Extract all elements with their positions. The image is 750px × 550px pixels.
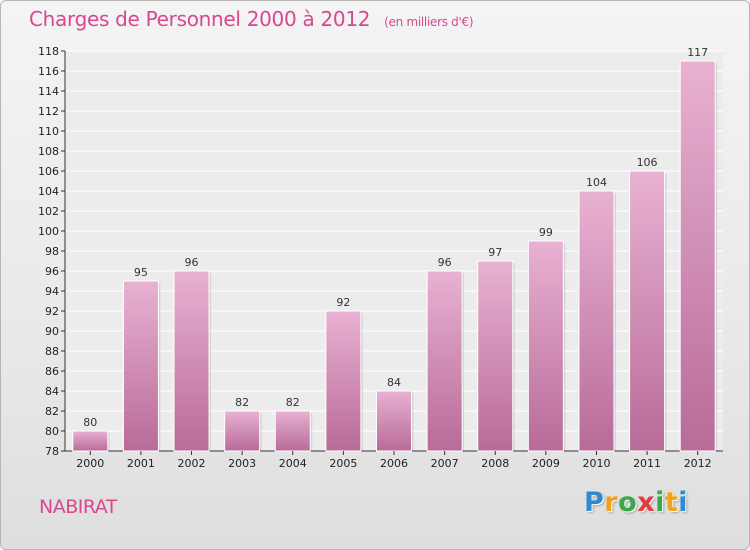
bar-2011 [629,170,666,452]
place-name: NABIRAT [39,496,117,518]
data-label: 106 [637,156,658,169]
data-label: 96 [185,256,199,269]
proxiti-logo: Proxiti [584,487,688,518]
y-tick-label: 114 [38,85,59,98]
y-tick-label: 94 [45,285,59,298]
x-tick-label: 2010 [582,457,610,470]
y-tick-label: 90 [45,325,59,338]
data-label: 104 [586,176,607,189]
x-tick-label: 2011 [633,457,661,470]
y-tick-label: 84 [45,385,59,398]
y-tick-label: 82 [45,405,59,418]
data-label: 82 [286,396,300,409]
logo-letter: t [664,487,679,518]
y-tick-label: 104 [38,185,59,198]
bar-2000 [72,430,109,452]
logo-letter: i [678,487,689,518]
y-tick-label: 110 [38,125,59,138]
data-label: 92 [336,296,350,309]
bar-2008 [477,260,514,452]
chart-subtitle: (en milliers d'€) [384,15,474,29]
logo-letter: x [637,487,656,518]
bar-2003 [224,410,261,452]
x-tick-label: 2007 [431,457,459,470]
bar-2001 [122,280,159,452]
data-label: 97 [488,246,502,259]
bar-2004 [274,410,311,452]
data-label: 95 [134,266,148,279]
y-tick-label: 100 [38,225,59,238]
data-label: 96 [438,256,452,269]
y-tick-label: 112 [38,105,59,118]
bar-2010 [578,190,615,452]
y-tick-label: 88 [45,345,59,358]
y-tick-label: 96 [45,265,59,278]
x-tick-label: 2002 [178,457,206,470]
x-tick-label: 2009 [532,457,560,470]
y-tick-label: 108 [38,145,59,158]
logo-letter: i [655,487,665,518]
data-label: 99 [539,226,553,239]
bar-2012 [679,60,716,452]
logo-letter: P [584,487,605,518]
logo-letter: r [604,487,619,518]
data-label: 117 [687,46,708,59]
data-label: 84 [387,376,401,389]
data-label: 80 [83,416,97,429]
bar-2005 [325,310,362,452]
x-tick-label: 2008 [481,457,509,470]
x-tick-label: 2005 [329,457,357,470]
bar-2009 [527,240,564,452]
x-tick-label: 2004 [279,457,307,470]
x-tick-label: 2000 [76,457,104,470]
y-tick-label: 78 [45,445,59,458]
bar-2007 [426,270,463,452]
y-tick-label: 80 [45,425,59,438]
y-tick-label: 116 [38,65,59,78]
y-tick-label: 86 [45,365,59,378]
x-tick-label: 2003 [228,457,256,470]
y-tick-label: 106 [38,165,59,178]
chart-title: Charges de Personnel 2000 à 2012 (en mill… [29,7,474,31]
y-tick-label: 102 [38,205,59,218]
y-tick-label: 92 [45,305,59,318]
x-tick-label: 2012 [684,457,712,470]
data-label: 82 [235,396,249,409]
y-tick-label: 118 [38,45,59,58]
chart-title-text: Charges de Personnel 2000 à 2012 [29,7,371,31]
bar-2006 [376,390,412,452]
logo-letter: o [618,487,638,518]
x-tick-label: 2001 [127,457,155,470]
y-tick-label: 98 [45,245,59,258]
bar-2002 [173,270,210,452]
x-tick-label: 2006 [380,457,408,470]
